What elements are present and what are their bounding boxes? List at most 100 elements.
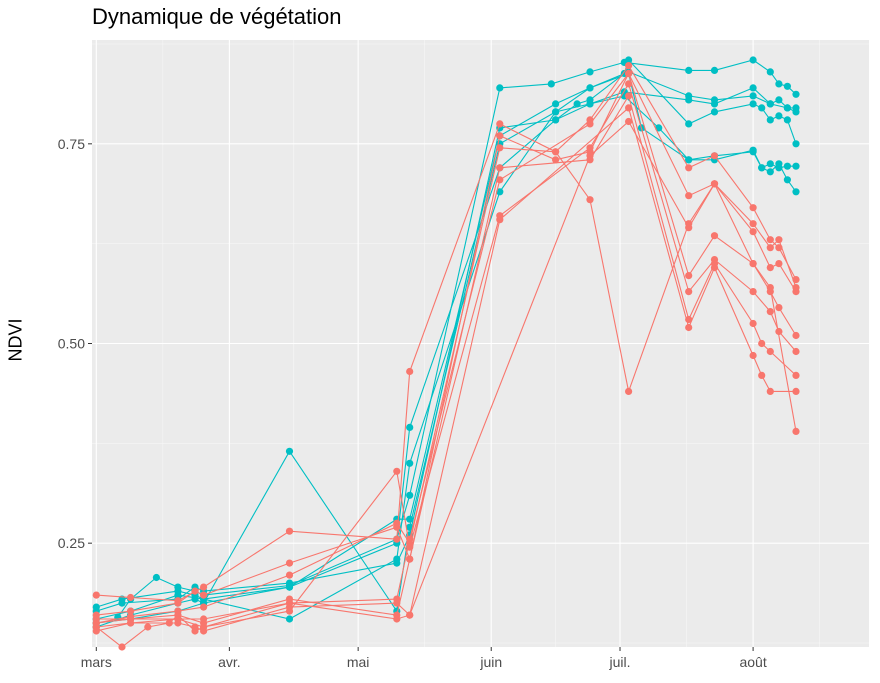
data-point: [144, 623, 152, 631]
data-point: [285, 583, 294, 591]
y-tick-label: 0.25: [58, 535, 85, 551]
axis-layer: mars avr. mai juin juil. août 0.25 0.50 0.75: [58, 136, 767, 670]
data-point: [766, 68, 774, 76]
data-point: [685, 192, 693, 200]
x-tick-label: avr.: [218, 654, 241, 670]
data-point: [393, 535, 401, 543]
y-tick-label: 0.50: [58, 336, 85, 352]
data-point: [685, 224, 693, 232]
data-point: [625, 92, 633, 100]
data-point: [586, 84, 594, 92]
data-point: [710, 96, 719, 104]
data-point: [406, 459, 414, 467]
data-point: [685, 323, 693, 332]
data-point: [766, 264, 774, 272]
data-point: [783, 104, 792, 112]
data-point: [792, 427, 800, 435]
data-point: [586, 196, 594, 204]
data-point: [749, 146, 757, 154]
data-point: [547, 80, 555, 88]
data-point: [766, 284, 774, 292]
data-point: [766, 168, 774, 176]
data-point: [792, 387, 800, 395]
data-point: [783, 162, 792, 170]
data-point: [655, 124, 663, 132]
data-point: [586, 120, 594, 128]
data-point: [792, 104, 800, 112]
data-point: [393, 555, 401, 563]
data-point: [406, 423, 414, 431]
data-point: [749, 319, 757, 328]
data-point: [766, 116, 774, 124]
data-point: [749, 92, 757, 100]
data-point: [200, 603, 208, 611]
data-point: [625, 387, 633, 395]
data-point: [285, 447, 294, 455]
data-point: [285, 527, 294, 535]
data-point: [406, 611, 414, 619]
series-layer: [92, 56, 800, 651]
data-point: [749, 351, 757, 360]
data-point: [496, 188, 504, 196]
data-point: [758, 339, 766, 348]
data-point: [775, 80, 783, 88]
x-tick-label: mars: [81, 654, 112, 670]
data-point: [496, 164, 504, 172]
data-point: [152, 573, 160, 582]
data-point: [625, 117, 633, 126]
x-tick-label: juil.: [609, 654, 631, 670]
data-point: [92, 627, 100, 635]
data-point: [775, 96, 783, 104]
data-point: [393, 467, 401, 475]
data-point: [625, 62, 633, 70]
minor-grid: [92, 40, 869, 647]
data-point: [496, 120, 504, 128]
data-point: [749, 100, 757, 108]
data-point: [685, 120, 693, 128]
data-point: [200, 583, 208, 591]
data-point: [127, 607, 135, 615]
data-point: [783, 82, 792, 90]
data-point: [552, 116, 560, 124]
x-tick-label: juin: [479, 654, 502, 670]
data-point: [766, 244, 774, 252]
data-point: [775, 304, 783, 312]
data-point: [586, 144, 594, 152]
data-point: [285, 615, 294, 623]
data-point: [792, 288, 800, 296]
data-point: [710, 66, 719, 74]
data-point: [625, 69, 633, 78]
data-point: [766, 100, 774, 108]
data-point: [685, 272, 693, 280]
data-point: [285, 559, 294, 567]
data-point: [625, 56, 633, 64]
data-point: [766, 308, 774, 316]
data-point: [685, 288, 693, 296]
data-point: [92, 591, 100, 599]
series-line: [96, 94, 797, 624]
data-point: [792, 188, 800, 196]
data-point: [710, 232, 719, 240]
data-point: [749, 220, 757, 228]
data-point: [285, 571, 294, 579]
data-point: [792, 90, 800, 98]
data-point: [393, 599, 401, 607]
chart-title: Dynamique de végétation: [92, 4, 342, 29]
data-point: [406, 491, 414, 499]
data-point: [285, 603, 294, 611]
data-point: [749, 288, 757, 296]
data-point: [586, 152, 594, 160]
data-point: [758, 104, 766, 112]
data-point: [406, 555, 414, 563]
data-point: [200, 627, 208, 635]
data-point: [749, 204, 757, 212]
data-point: [749, 84, 757, 92]
data-point: [393, 615, 401, 623]
data-point: [783, 176, 792, 184]
data-point: [496, 84, 504, 92]
data-point: [766, 160, 774, 168]
data-point: [586, 96, 594, 104]
data-point: [775, 327, 783, 336]
data-point: [586, 68, 594, 76]
data-point: [496, 144, 504, 152]
